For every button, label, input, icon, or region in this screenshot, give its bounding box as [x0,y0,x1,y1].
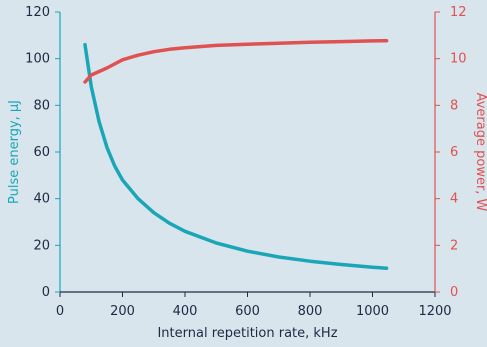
x-tick-label: 0 [56,304,64,319]
left-y-tick-label: 80 [33,98,50,113]
x-tick-label: 1000 [356,304,389,319]
right-y-axis-ticks: 0 2 4 6 8 10 12 [435,5,467,300]
left-y-axis-title: Pulse energy, µJ [7,100,22,204]
x-axis-ticks: 0 200 400 600 800 1000 1200 [56,292,452,319]
right-y-tick-label: 10 [450,52,467,67]
series-layer [83,38,389,270]
left-y-tick-label: 120 [25,5,50,20]
right-y-tick-label: 2 [450,238,458,253]
right-y-tick-label: 6 [450,145,458,160]
right-y-axis-title: Average power, W [473,93,487,212]
x-tick-label: 400 [173,304,198,319]
left-y-axis-ticks: 0 20 40 60 80 100 120 [25,5,60,300]
right-y-tick-label: 4 [450,192,458,207]
x-tick-label: 600 [235,304,260,319]
left-y-tick-label: 100 [25,52,50,67]
x-tick-label: 1200 [418,304,451,319]
right-y-tick-label: 0 [450,285,458,300]
average-power-line [83,38,389,84]
left-y-tick-label: 40 [33,192,50,207]
x-tick-label: 200 [110,304,135,319]
x-tick-label: 800 [298,304,323,319]
pulse-energy-line [83,42,389,270]
left-y-tick-label: 0 [42,285,50,300]
right-y-tick-label: 8 [450,98,458,113]
right-y-tick-label: 12 [450,5,467,20]
left-y-tick-label: 60 [33,145,50,160]
left-y-tick-label: 20 [33,238,50,253]
x-axis-title: Internal repetition rate, kHz [157,326,337,341]
